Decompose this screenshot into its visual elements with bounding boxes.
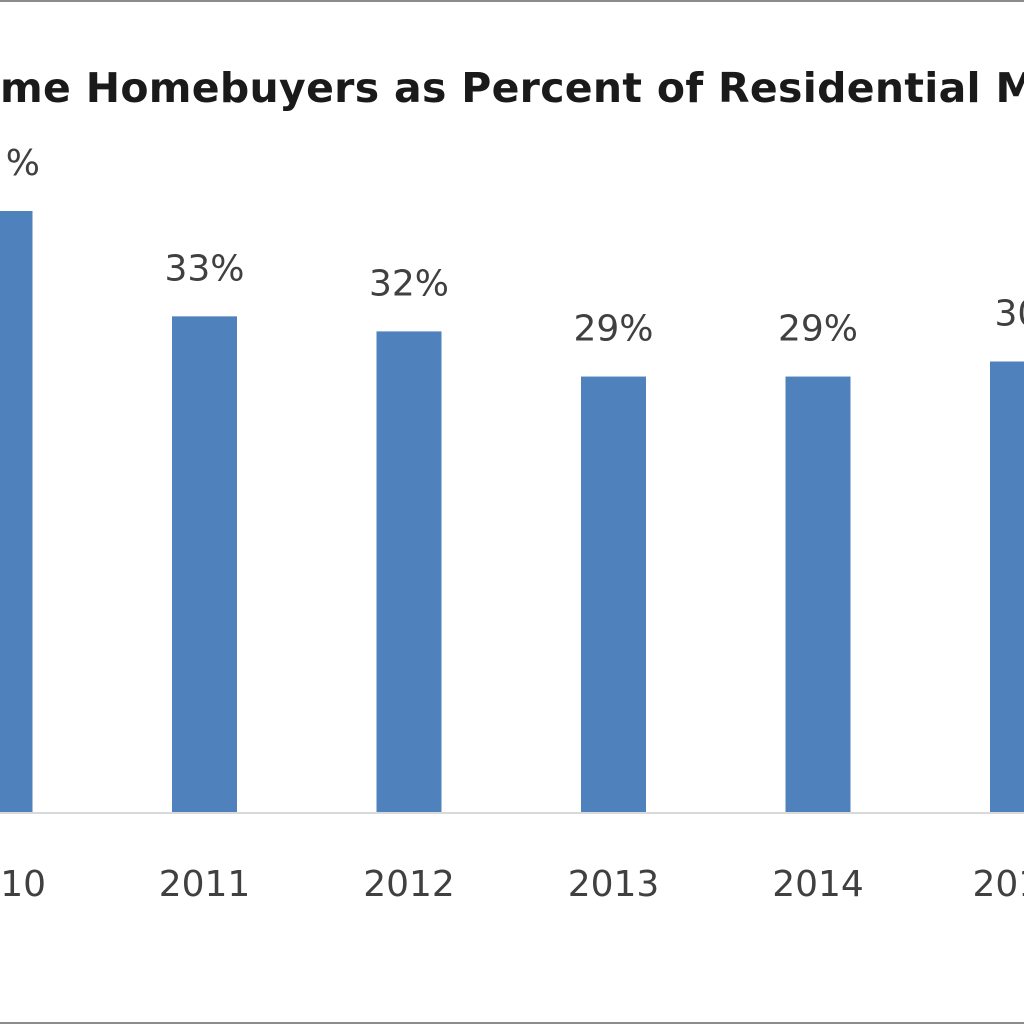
x-tick-label-2013: 2013 xyxy=(568,864,660,905)
x-tick-label-2014: 2014 xyxy=(772,864,864,905)
bar-201 xyxy=(990,361,1024,813)
data-label-10: % xyxy=(6,143,40,184)
x-tick-label-2011: 2011 xyxy=(159,864,251,905)
x-tick-label-10: 10 xyxy=(0,864,46,905)
bar-2011 xyxy=(172,316,237,813)
x-tick-label-2012: 2012 xyxy=(363,864,455,905)
bar-2014 xyxy=(785,376,851,813)
data-label-201: 30 xyxy=(995,294,1024,335)
data-label-2012: 32% xyxy=(369,263,449,304)
bar-10 xyxy=(0,211,33,813)
x-tick-label-201: 201 xyxy=(973,864,1024,905)
bar-2013 xyxy=(581,376,646,813)
bar-2012 xyxy=(376,331,442,813)
chart-title: me Homebuyers as Percent of Residential … xyxy=(0,64,1024,112)
data-label-2013: 29% xyxy=(573,309,653,350)
data-label-2011: 33% xyxy=(164,248,244,289)
data-label-2014: 29% xyxy=(778,309,858,350)
